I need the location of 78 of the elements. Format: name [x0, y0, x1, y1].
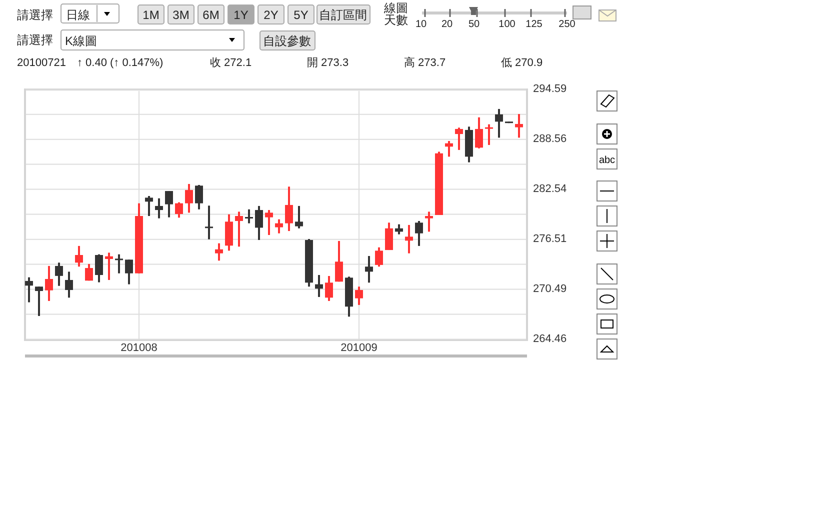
candlestick [285, 186, 293, 232]
text: 10 [415, 19, 427, 30]
x-tick-label: 201008 [120, 342, 158, 354]
text: 5Y [294, 8, 308, 22]
text: 日線 [66, 8, 90, 22]
candlestick [65, 270, 73, 299]
candlestick [455, 126, 463, 151]
text: 50 [468, 19, 480, 30]
candlestick [75, 244, 83, 268]
text: 125 [526, 19, 543, 30]
text: 3M [172, 8, 190, 22]
candlestick [55, 262, 63, 287]
candlestick [425, 210, 433, 233]
text: 低 270.9 [501, 57, 543, 69]
text: 20100721 [17, 57, 66, 69]
candlestick [475, 116, 483, 150]
text: 100 [498, 19, 516, 30]
text: K線圖 [65, 34, 98, 48]
candlestick [25, 276, 33, 304]
candlestick [215, 242, 223, 262]
text: 開 273.3 [307, 57, 349, 69]
candlestick [45, 264, 53, 302]
candlestick [145, 195, 153, 217]
text: 請選擇 [17, 33, 53, 47]
text: 自設參數 [263, 34, 311, 48]
text: abc [598, 155, 616, 166]
candlestick [235, 210, 243, 248]
candlestick [295, 204, 303, 230]
candlestick [175, 201, 183, 219]
y-tick-label: 288.56 [533, 133, 567, 146]
candlestick [485, 123, 493, 146]
text: 線圖天數 [383, 1, 408, 27]
candlestick [195, 184, 203, 210]
x-tick-label: 201009 [340, 342, 378, 354]
candlestick [185, 182, 193, 214]
candlestick [405, 224, 413, 254]
text: 高 273.7 [404, 56, 446, 69]
candlestick [325, 274, 333, 302]
text: 1M [142, 8, 160, 22]
candlestick [385, 222, 393, 252]
candlestick [35, 286, 43, 317]
text: 1Y [234, 8, 248, 22]
text: 2Y [264, 8, 278, 22]
candlestick [205, 204, 213, 240]
candlestick [375, 246, 383, 268]
candlestick [125, 258, 133, 286]
candlestick [445, 140, 453, 158]
text: ↑ 0.40 (↑ 0.147%) [77, 57, 164, 69]
text: 20 [441, 19, 453, 30]
candlestick [275, 218, 283, 234]
candlestick [315, 274, 323, 298]
candlestick [335, 240, 343, 283]
text: 收 272.1 [210, 57, 252, 69]
text: 6M [202, 8, 220, 22]
candlestick [395, 223, 403, 236]
text: 請選擇 [17, 8, 53, 22]
candlestick [265, 209, 273, 236]
candlestick [105, 252, 113, 281]
candlestick [355, 286, 363, 306]
y-tick-label: 264.46 [533, 333, 567, 346]
candlestick [225, 213, 233, 252]
candlestick [155, 197, 163, 220]
candlestick [415, 220, 423, 247]
y-tick-label: 270.49 [533, 283, 567, 296]
y-tick-label: 282.54 [533, 183, 567, 196]
candlestick [85, 262, 93, 282]
candlestick [365, 254, 373, 284]
candlestick [515, 113, 523, 139]
candlestick [95, 253, 103, 284]
text: 250 [558, 19, 576, 30]
candlestick [115, 253, 123, 274]
y-tick-label: 294.59 [533, 83, 567, 96]
y-tick-label: 276.51 [533, 233, 567, 246]
candlestick [255, 204, 263, 241]
text: 自訂區間 [319, 8, 367, 22]
candlestick [245, 208, 253, 224]
candlestick [165, 190, 173, 218]
candlestick [495, 108, 503, 139]
